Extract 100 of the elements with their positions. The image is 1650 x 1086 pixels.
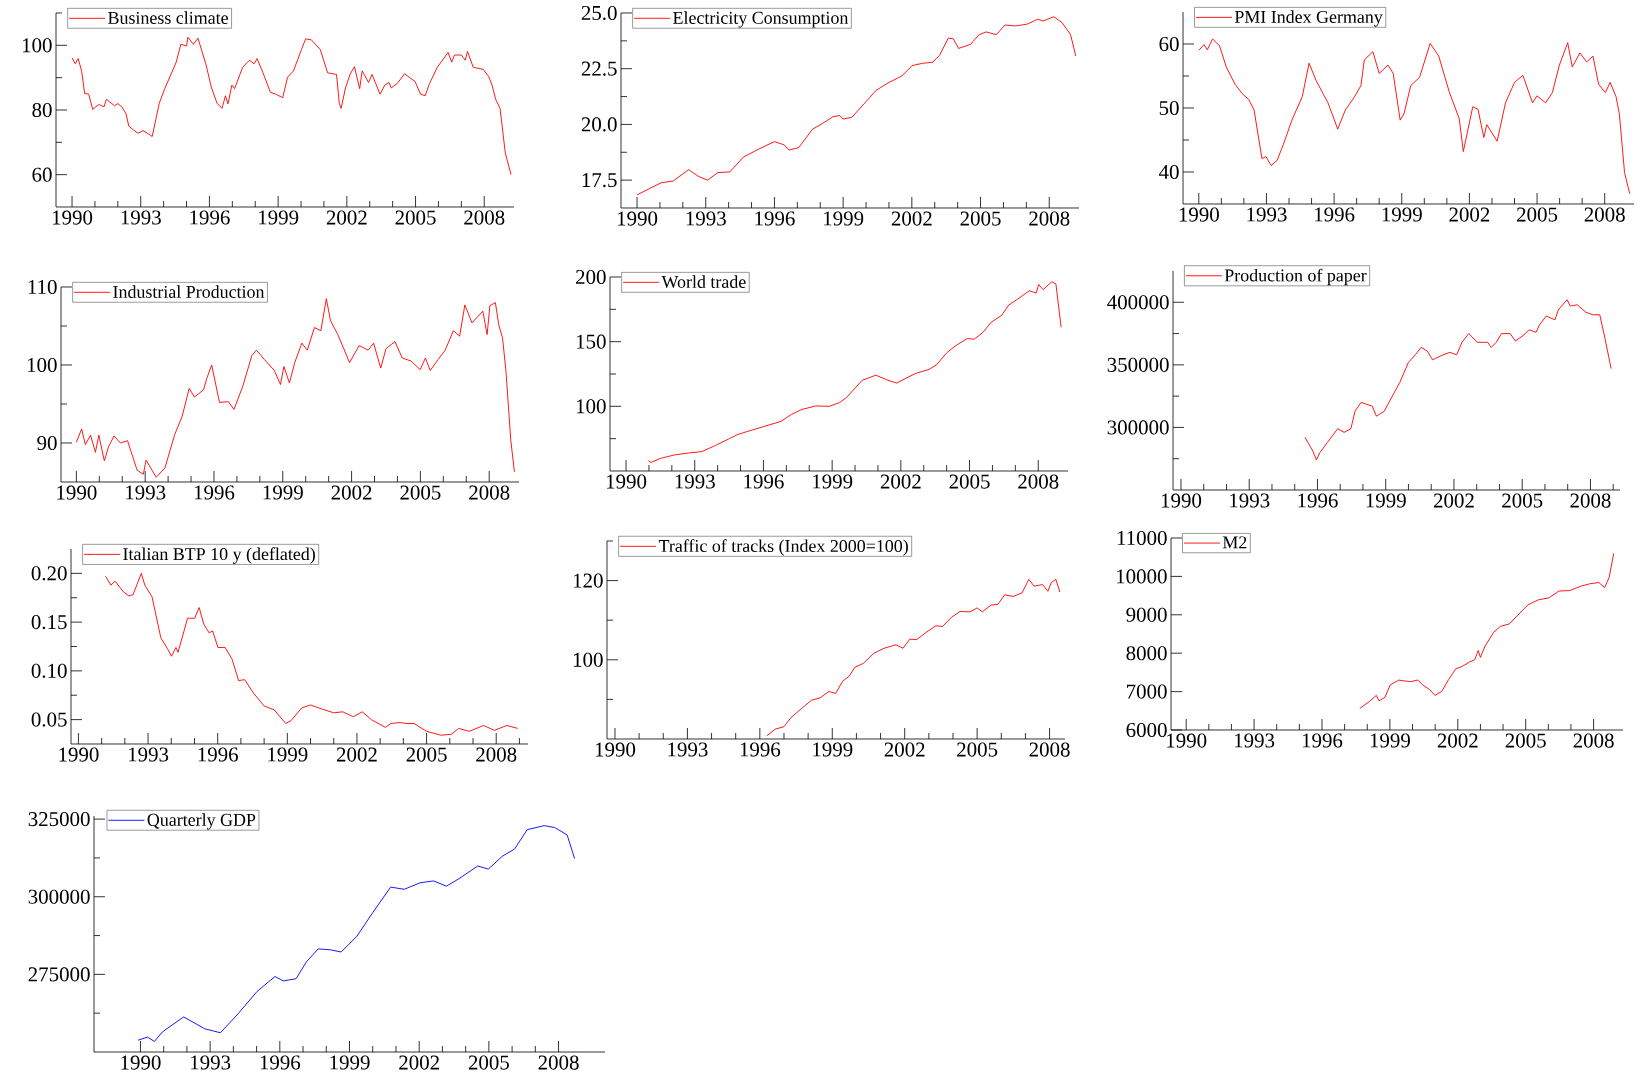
- y-tick-label: 0.10: [31, 663, 67, 678]
- x-tick-label: 1999: [263, 485, 303, 500]
- x-tick-label: 1996: [190, 210, 230, 225]
- x-tick-label: 1996: [740, 742, 781, 757]
- x-tick-label: 2005: [957, 742, 998, 757]
- y-tick-label: 22.5: [581, 61, 617, 76]
- x-tick-label: 2002: [331, 485, 372, 500]
- x-tick-label: 1990: [121, 1055, 161, 1070]
- x-tick-label: 1999: [1370, 733, 1410, 748]
- legend-label: Quarterly GDP: [147, 813, 256, 830]
- x-tick-label: 2005: [1505, 733, 1546, 748]
- y-tick-label: 10000: [1117, 569, 1167, 584]
- x-tick-label: 1993: [121, 210, 161, 225]
- x-tick-label: 2002: [1449, 207, 1490, 222]
- y-tick-label: 0.15: [31, 615, 67, 630]
- x-tick-label: 1996: [260, 1055, 301, 1070]
- x-tick-label: 1996: [744, 474, 784, 489]
- legend-label: Traffic of tracks (Index 2000=100): [658, 539, 908, 556]
- y-tick-label: 275000: [28, 967, 90, 982]
- y-tick-label: 0.20: [31, 566, 67, 581]
- x-tick-label: 1996: [198, 747, 238, 762]
- x-tick-label: 1999: [813, 474, 853, 489]
- x-tick-label: 2002: [884, 742, 925, 757]
- y-tick-label: 60: [32, 167, 52, 182]
- y-tick-label: 40: [1158, 164, 1179, 180]
- x-tick-label: 2002: [891, 211, 932, 226]
- y-tick-label: 80: [32, 102, 52, 118]
- x-tick-label: 2008: [469, 485, 510, 500]
- x-tick-label: 1993: [1247, 207, 1287, 222]
- y-tick-label: 7000: [1127, 684, 1167, 699]
- x-tick-label: 1993: [1230, 493, 1270, 508]
- x-tick-label: 1999: [1382, 207, 1422, 222]
- x-tick-label: 2008: [476, 747, 517, 762]
- x-tick-label: 1996: [1315, 207, 1355, 222]
- y-tick-label: 400000: [1107, 295, 1169, 310]
- legend-label: Business climate: [108, 11, 228, 24]
- x-tick-label: 2008: [538, 1055, 579, 1070]
- line-series: [766, 578, 1061, 737]
- x-tick-label: 1999: [268, 747, 308, 762]
- x-tick-label: 1999: [1366, 493, 1406, 508]
- x-tick-label: 2005: [960, 211, 1001, 226]
- line-series: [105, 572, 519, 736]
- x-tick-label: 2002: [336, 747, 377, 762]
- y-tick-label: 150: [576, 334, 606, 349]
- y-tick-label: 100: [573, 652, 603, 667]
- x-tick-label: 1990: [59, 747, 99, 762]
- y-tick-label: 300000: [28, 889, 90, 904]
- x-tick-label: 1990: [1167, 733, 1207, 748]
- y-tick-label: 17.5: [582, 173, 617, 188]
- x-tick-label: 2005: [468, 1055, 509, 1070]
- y-tick-label: 90: [37, 435, 57, 451]
- x-tick-label: 1993: [126, 485, 166, 500]
- x-tick-label: 2005: [395, 210, 436, 225]
- x-tick-label: 2002: [326, 210, 367, 225]
- x-tick-label: 2005: [1502, 493, 1543, 508]
- x-tick-label: 2005: [400, 485, 441, 500]
- x-tick-label: 1999: [259, 210, 299, 225]
- y-tick-label: 11000: [1117, 530, 1167, 546]
- y-tick-label: 0.05: [31, 712, 67, 727]
- legend-label: Italian BTP 10 y (deflated): [123, 547, 315, 564]
- x-tick-label: 2008: [1570, 493, 1611, 508]
- x-tick-label: 1993: [191, 1055, 231, 1070]
- y-tick-label: 6000: [1126, 722, 1167, 738]
- legend-label: M2: [1222, 536, 1247, 549]
- x-tick-label: 2002: [880, 474, 921, 489]
- y-tick-label: 9000: [1126, 607, 1167, 622]
- line-series: [1359, 552, 1615, 709]
- x-tick-label: 1993: [128, 747, 169, 762]
- x-tick-label: 2002: [1437, 733, 1478, 748]
- x-tick-label: 1990: [1161, 493, 1202, 508]
- x-tick-label: 2002: [1433, 493, 1474, 508]
- x-tick-label: 1990: [595, 742, 636, 757]
- x-tick-label: 1999: [330, 1055, 370, 1070]
- x-tick-label: 2002: [399, 1055, 439, 1070]
- y-tick-label: 100: [576, 399, 606, 414]
- line-series: [1304, 299, 1612, 461]
- line-series: [71, 36, 512, 176]
- y-tick-label: 120: [573, 573, 603, 588]
- x-tick-label: 1990: [1179, 207, 1219, 222]
- y-tick-label: 25.0: [581, 5, 617, 21]
- y-tick-label: 50: [1159, 100, 1179, 116]
- x-tick-label: 2005: [949, 474, 990, 489]
- x-tick-label: 2008: [464, 210, 505, 225]
- x-tick-label: 1999: [813, 742, 853, 757]
- y-tick-label: 110: [28, 279, 57, 295]
- x-tick-label: 1993: [686, 211, 726, 226]
- x-tick-label: 1990: [606, 474, 647, 489]
- x-tick-label: 2005: [1517, 207, 1558, 222]
- x-tick-label: 1993: [1235, 733, 1275, 748]
- x-tick-label: 1990: [617, 211, 658, 226]
- x-tick-label: 1996: [1302, 733, 1343, 748]
- x-tick-label: 1996: [755, 211, 795, 226]
- y-tick-label: 8000: [1126, 646, 1167, 661]
- x-tick-label: 2005: [406, 747, 447, 762]
- x-tick-label: 1999: [824, 211, 864, 226]
- x-tick-label: 1990: [52, 210, 93, 225]
- x-tick-label: 1996: [194, 485, 235, 500]
- y-tick-label: 100: [22, 38, 52, 53]
- line-series: [75, 298, 515, 478]
- line-series: [1198, 38, 1631, 195]
